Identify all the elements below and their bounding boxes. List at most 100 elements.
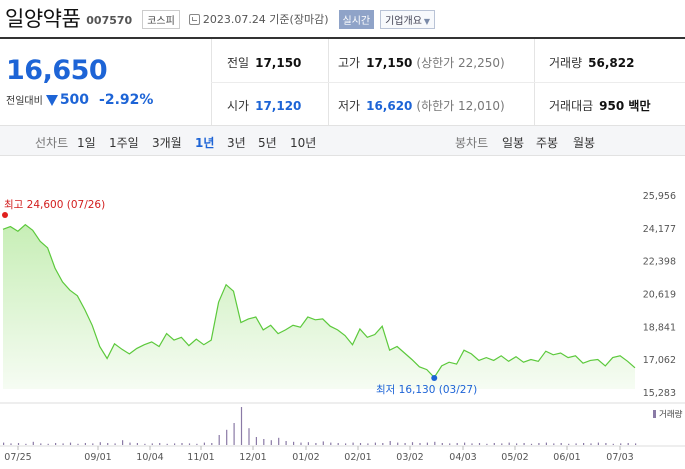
period-1d[interactable]: 1일 [77, 136, 96, 150]
volume-bar [449, 443, 451, 445]
volume-bar [10, 443, 12, 445]
volume-bar [426, 442, 428, 445]
price-line [2, 223, 636, 379]
period-10y[interactable]: 10년 [290, 136, 317, 150]
min-point [431, 375, 438, 381]
trade-amount: 거래대금 950 백만 [549, 99, 651, 113]
volume-bar [575, 443, 577, 445]
volume-bar [553, 443, 555, 445]
volume-bar [523, 443, 525, 445]
y-tick-label: 22,398 [643, 257, 676, 268]
volume-bar [493, 443, 495, 445]
down-triangle-icon [45, 94, 58, 106]
volume-bar [17, 443, 20, 445]
stock-header: 일양약품 007570 코스피 2023.07.24 기준(장마감) 실시간 기… [0, 0, 685, 36]
price-chart[interactable]: 25,956 24,177 22,398 20,619 18,841 17,062 15,2… [0, 156, 685, 469]
divider [211, 82, 685, 83]
line-chart-label: 선차트 [35, 136, 69, 150]
volume-bar [419, 443, 421, 445]
volume-bar [464, 442, 466, 445]
period-5y[interactable]: 5년 [258, 136, 277, 150]
realtime-button[interactable]: 실시간 [338, 9, 375, 29]
candle-weekly[interactable]: 주봉 [536, 136, 559, 150]
volume-bar [315, 443, 317, 445]
y-tick-label: 24,177 [643, 224, 676, 235]
volume-bar [307, 442, 309, 445]
y-tick-label: 25,956 [643, 191, 676, 202]
volume-bar [583, 443, 585, 445]
volume-bar [620, 443, 622, 445]
volume-bar [501, 443, 503, 445]
volume-bar [3, 442, 5, 445]
volume-bar [196, 443, 198, 445]
open-price: 시가 17,120 [227, 99, 302, 113]
volume-bar [508, 442, 510, 445]
volume-bar [456, 443, 458, 445]
volume-bar [560, 443, 562, 445]
volume-legend-swatch [653, 410, 656, 418]
volume-bar [411, 442, 414, 445]
x-tick-label: 02/01 [344, 452, 371, 463]
period-1y[interactable]: 1년 [195, 136, 215, 150]
x-tick-label: 04/03 [449, 452, 476, 463]
volume-bar [174, 443, 176, 445]
volume-bar [159, 443, 161, 445]
low-price: 저가 16,620 (하한가 12,010) [338, 99, 505, 113]
x-tick-label: 06/01 [553, 452, 580, 463]
header-divider [0, 37, 685, 39]
x-tick-label: 05/02 [501, 452, 528, 463]
change-percent: -2.92% [99, 92, 154, 108]
volume-bar [151, 443, 153, 445]
volume-bar [337, 443, 339, 445]
quote-date: 2023.07.24 기준(장마감) [202, 13, 329, 26]
volume-bar [345, 443, 347, 445]
company-overview-dropdown[interactable]: 기업개요 ▼ [380, 9, 436, 29]
candle-chart-label: 봉차트 [455, 136, 489, 150]
volume-bar [568, 443, 570, 445]
volume-bar [40, 443, 42, 445]
volume-bar [263, 439, 265, 445]
candle-daily[interactable]: 일봉 [502, 136, 525, 150]
volume-bar [188, 443, 191, 445]
x-tick-label: 10/04 [136, 452, 163, 463]
min-label: 최저 16,130 (03/27) [376, 384, 477, 396]
volume-bar [441, 443, 443, 445]
volume-bar [203, 442, 205, 445]
company-overview-label: 기업개요 [385, 15, 422, 27]
x-tick-label: 09/01 [84, 452, 111, 463]
volume-bar [129, 442, 131, 445]
volume-bar [218, 435, 220, 445]
stock-name: 일양약품 [5, 7, 81, 31]
market-badge: 코스피 [142, 9, 180, 29]
volume-bar [240, 407, 243, 445]
volume-bar [278, 437, 280, 445]
y-tick-label: 18,841 [643, 322, 676, 333]
period-3y[interactable]: 3년 [227, 136, 246, 150]
volume-bar [635, 443, 637, 445]
volume-bar [478, 443, 481, 445]
period-1w[interactable]: 1주일 [109, 136, 139, 150]
volume-bar [77, 443, 79, 445]
volume-bar [367, 443, 369, 445]
volume-bar [248, 428, 250, 445]
high-price: 고가 17,150 (상한가 22,250) [338, 56, 505, 70]
volume-bar [166, 443, 168, 445]
volume-bar [516, 443, 518, 445]
period-3m[interactable]: 3개월 [152, 136, 182, 150]
current-price: 16,650 [6, 55, 108, 86]
volume-bar [545, 442, 547, 445]
price-change: 전일대비 500 -2.92% [6, 92, 153, 108]
volume-bar [99, 442, 101, 445]
volume-bar [62, 443, 64, 445]
x-tick-label: 03/02 [396, 452, 423, 463]
y-tick-label: 20,619 [643, 290, 676, 301]
volume-bar [107, 443, 109, 445]
volume-bar [25, 443, 27, 445]
volume-bar [612, 443, 614, 445]
volume-bar [293, 441, 295, 445]
volume-bar [627, 443, 629, 445]
volume-bar [434, 441, 436, 445]
candle-monthly[interactable]: 월봉 [573, 136, 596, 150]
quote-panel: 16,650 전일대비 500 -2.92% 전일 17,150 고가 17,150… [0, 39, 685, 125]
change-amount: 500 [59, 92, 90, 108]
